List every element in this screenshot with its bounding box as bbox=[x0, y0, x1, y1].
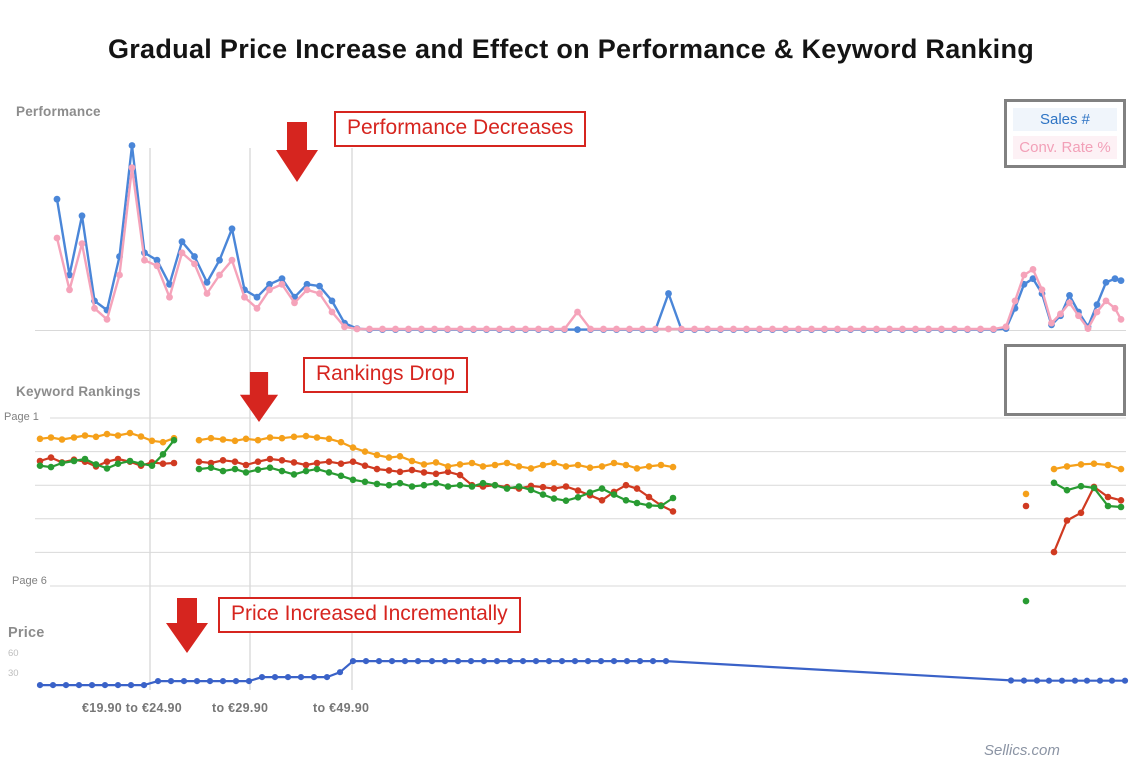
xtick-price-step-2: to €29.90 bbox=[212, 701, 269, 715]
xtick-price-step-3: to €49.90 bbox=[313, 701, 370, 715]
keyword-a-swatch-line bbox=[1014, 362, 1040, 365]
legend-item-keyword-c bbox=[1007, 395, 1123, 398]
price-section-label: Price bbox=[8, 625, 45, 641]
performance-section-label: Performance bbox=[16, 104, 101, 119]
annotation-rankings-drop: Rankings Drop bbox=[303, 357, 468, 393]
performance-legend: Sales # Conv. Rate % bbox=[1004, 99, 1126, 168]
keyword-b-swatch-line bbox=[1014, 379, 1040, 382]
price-ytick-60: 60 bbox=[8, 648, 19, 659]
legend-item-keyword-a bbox=[1007, 362, 1123, 365]
price-ytick-30: 30 bbox=[8, 668, 19, 679]
keyword-b-swatch-dot bbox=[1023, 376, 1031, 384]
page-title: Gradual Price Increase and Effect on Per… bbox=[107, 34, 1035, 64]
page-6-axis-label: Page 6 bbox=[12, 575, 47, 587]
red-down-arrow-price bbox=[166, 598, 208, 653]
annotation-performance-decreases: Performance Decreases bbox=[334, 111, 587, 147]
legend-item-conv-rate: Conv. Rate % bbox=[1013, 136, 1117, 160]
keywords-legend bbox=[1004, 344, 1126, 416]
page-1-axis-label: Page 1 bbox=[4, 411, 39, 423]
keyword-a-swatch-dot bbox=[1023, 360, 1031, 368]
annotation-price-increased: Price Increased Incrementally bbox=[218, 597, 521, 633]
rankings-section-label: Keyword Rankings bbox=[16, 384, 141, 399]
legend-item-sales: Sales # bbox=[1013, 107, 1117, 131]
watermark-sellics: Sellics.com bbox=[984, 742, 1060, 759]
legend-item-keyword-b bbox=[1007, 379, 1123, 382]
red-down-arrow-performance bbox=[276, 122, 318, 182]
xtick-price-step-1: €19.90 to €24.90 bbox=[82, 701, 183, 715]
keyword-c-swatch-line bbox=[1014, 395, 1040, 398]
keyword-c-swatch-dot bbox=[1023, 392, 1031, 400]
red-down-arrow-rankings bbox=[239, 372, 279, 422]
